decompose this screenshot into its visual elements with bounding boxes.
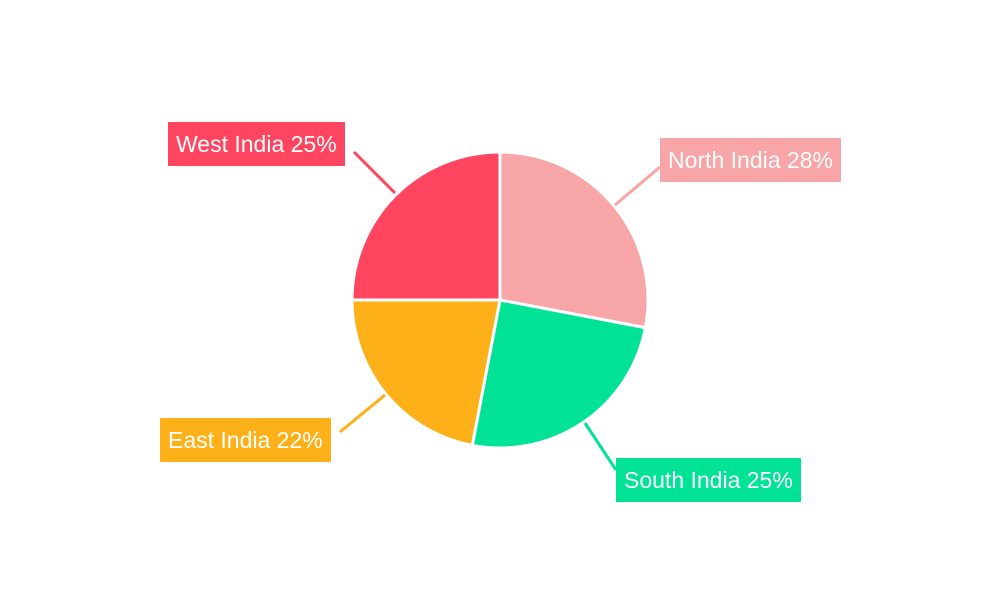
leader-line-south-india [583, 422, 618, 471]
pie-slice-south-india[interactable] [470, 298, 648, 450]
label-south-india: South India 25% [616, 458, 801, 502]
label-east-india: East India 22% [160, 418, 331, 462]
leader-line-north-india [614, 165, 661, 207]
leader-line-west-india [352, 150, 397, 195]
pie-slice-north-india[interactable] [498, 150, 650, 330]
label-west-india: West India 25% [168, 122, 345, 166]
label-north-india: North India 28% [660, 138, 841, 182]
pie-slice-east-india[interactable] [350, 298, 502, 448]
pie-slice-west-india[interactable] [350, 150, 502, 302]
leader-line-east-india [339, 393, 386, 434]
